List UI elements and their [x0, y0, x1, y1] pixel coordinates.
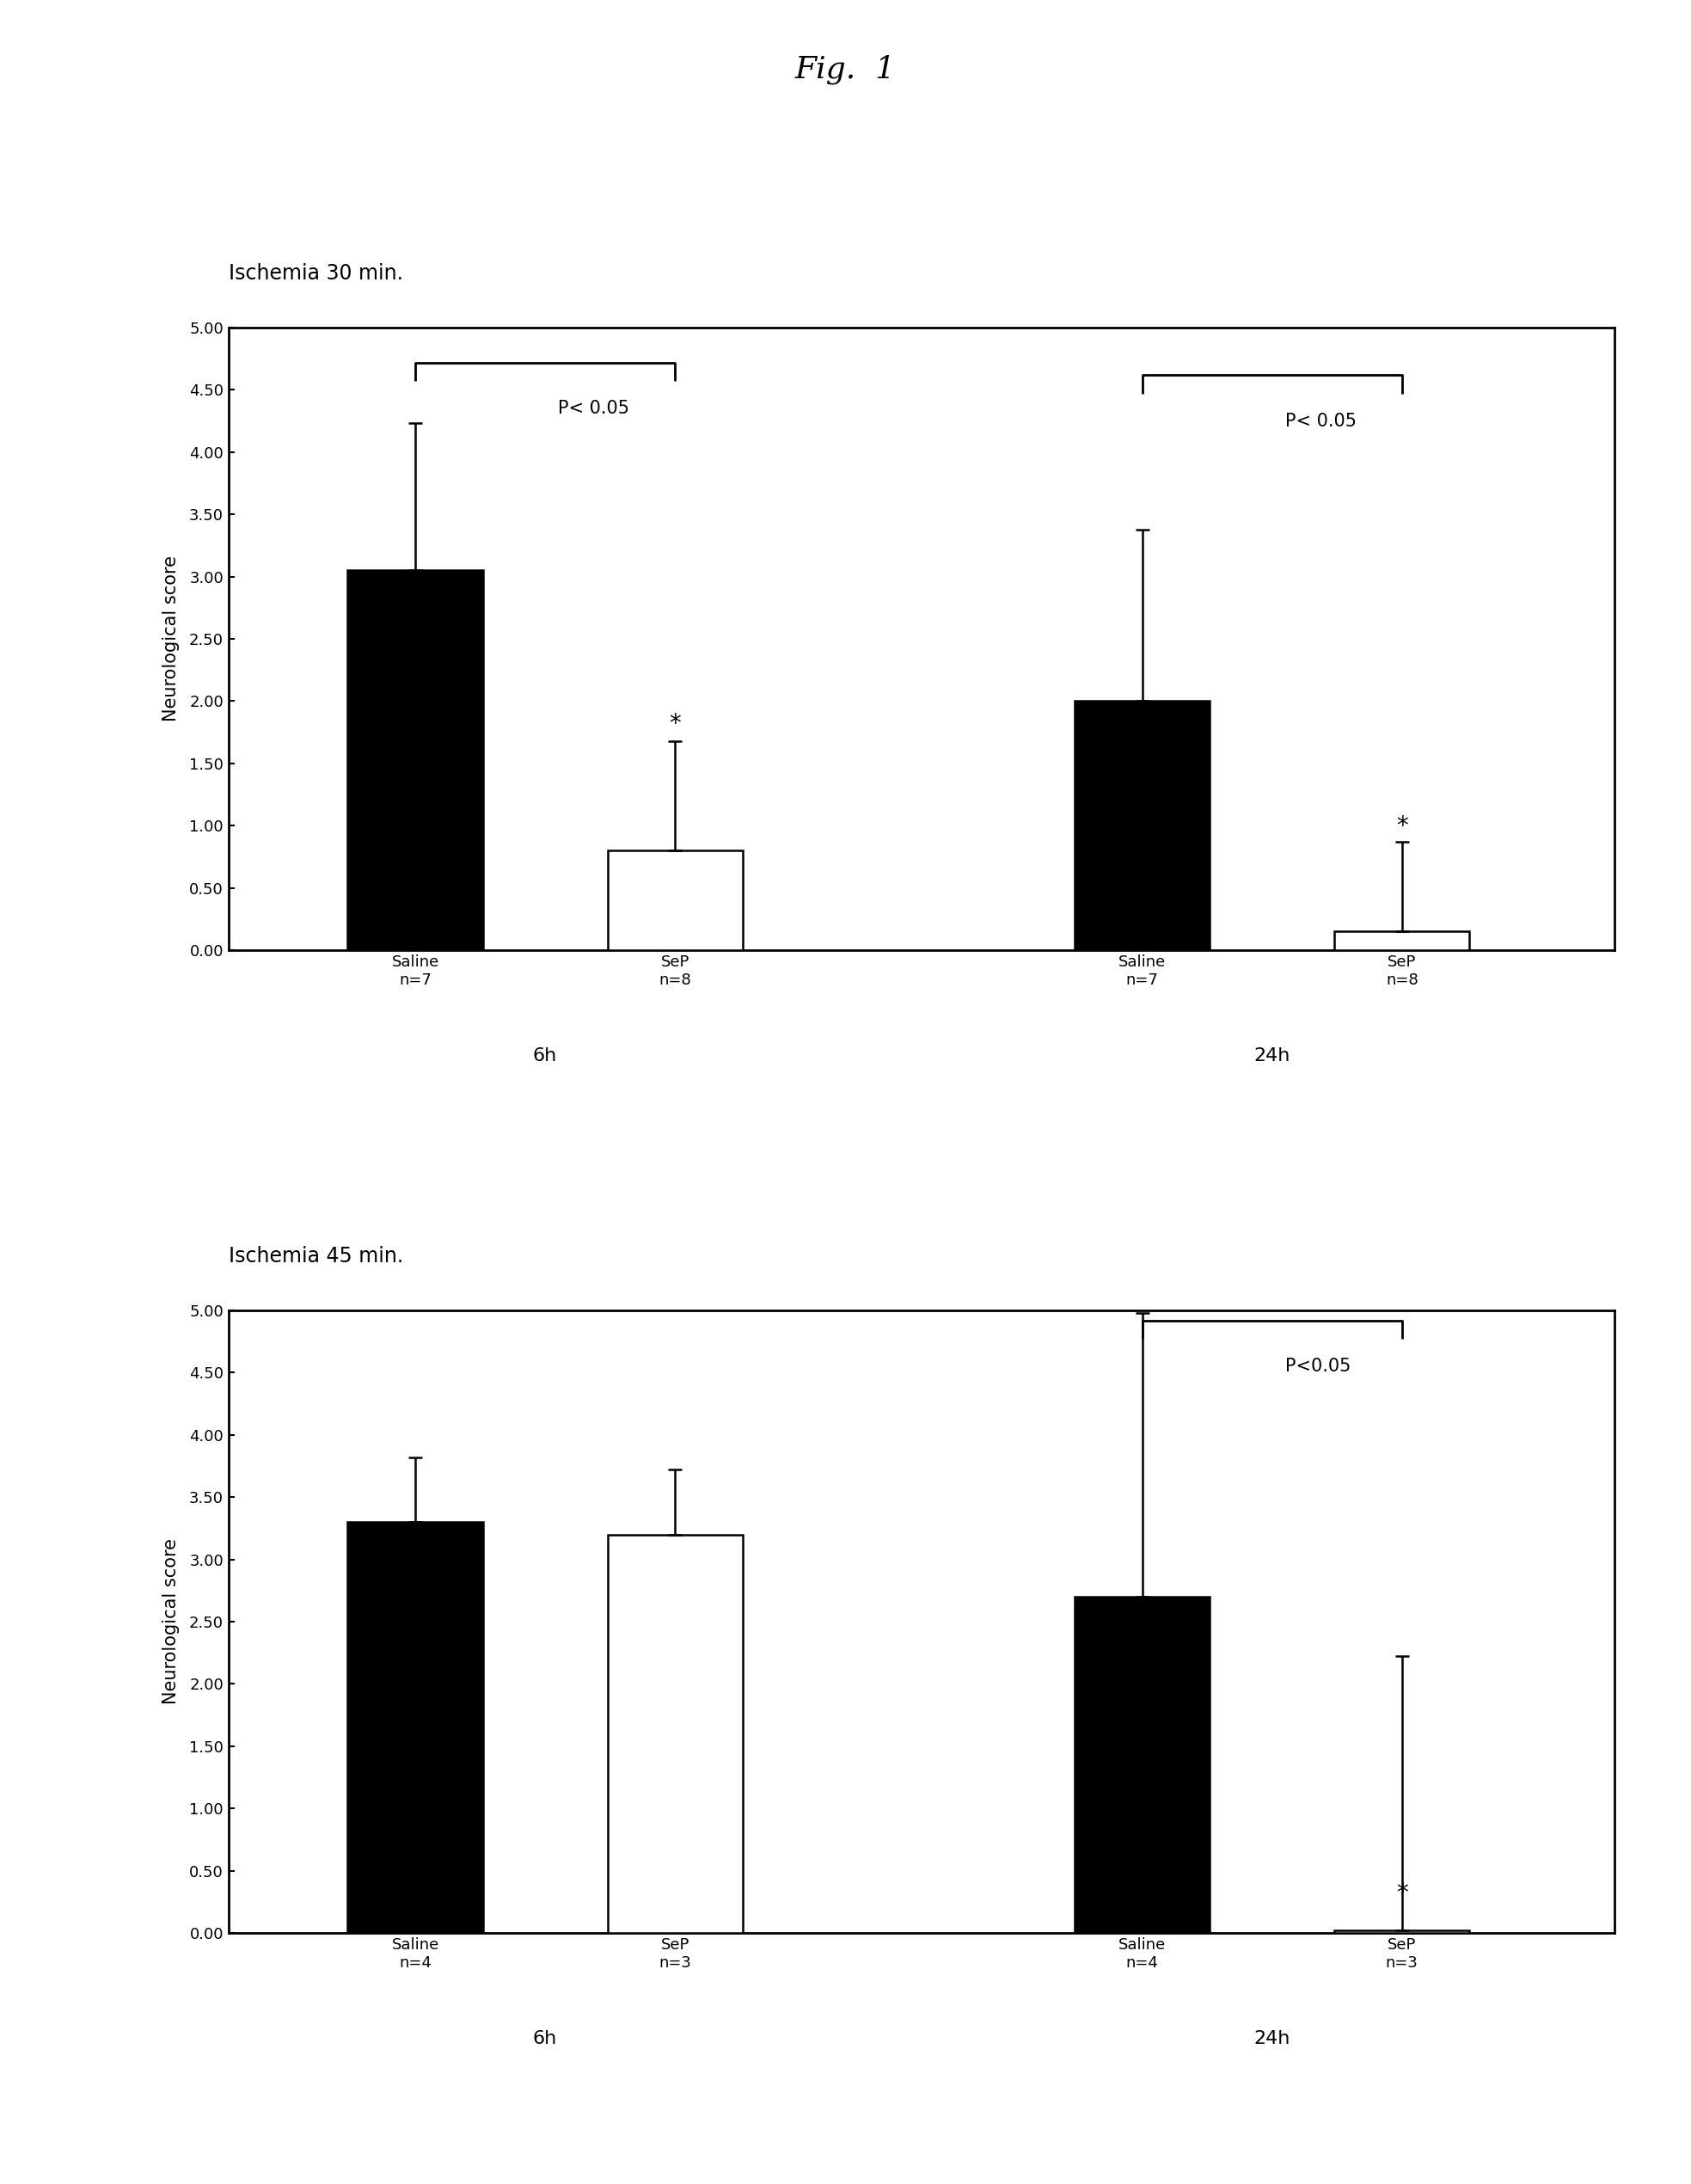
Bar	[607, 1535, 742, 1933]
Text: P<0.05: P<0.05	[1285, 1358, 1351, 1376]
Text: *: *	[1397, 1880, 1409, 1904]
Bar	[1334, 1931, 1469, 1933]
Text: Ischemia 30 min.: Ischemia 30 min.	[228, 264, 402, 284]
Text: 6h: 6h	[533, 1046, 558, 1064]
Text: *: *	[670, 712, 681, 736]
Text: Fig.  1: Fig. 1	[795, 55, 896, 85]
Text: 24h: 24h	[1255, 2029, 1290, 2046]
Text: Ischemia 45 min.: Ischemia 45 min.	[228, 1247, 402, 1267]
Bar	[348, 570, 482, 950]
Bar	[348, 1522, 482, 1933]
Text: 6h: 6h	[533, 2029, 558, 2046]
Y-axis label: Neurological score: Neurological score	[162, 557, 179, 721]
Text: *: *	[1397, 815, 1409, 839]
Text: P< 0.05: P< 0.05	[558, 400, 629, 417]
Bar	[1075, 1597, 1209, 1933]
Text: 24h: 24h	[1255, 1046, 1290, 1064]
Bar	[1334, 930, 1469, 950]
Text: P< 0.05: P< 0.05	[1285, 413, 1356, 430]
Y-axis label: Neurological score: Neurological score	[162, 1540, 179, 1704]
Bar	[607, 850, 742, 950]
Bar	[1075, 701, 1209, 950]
